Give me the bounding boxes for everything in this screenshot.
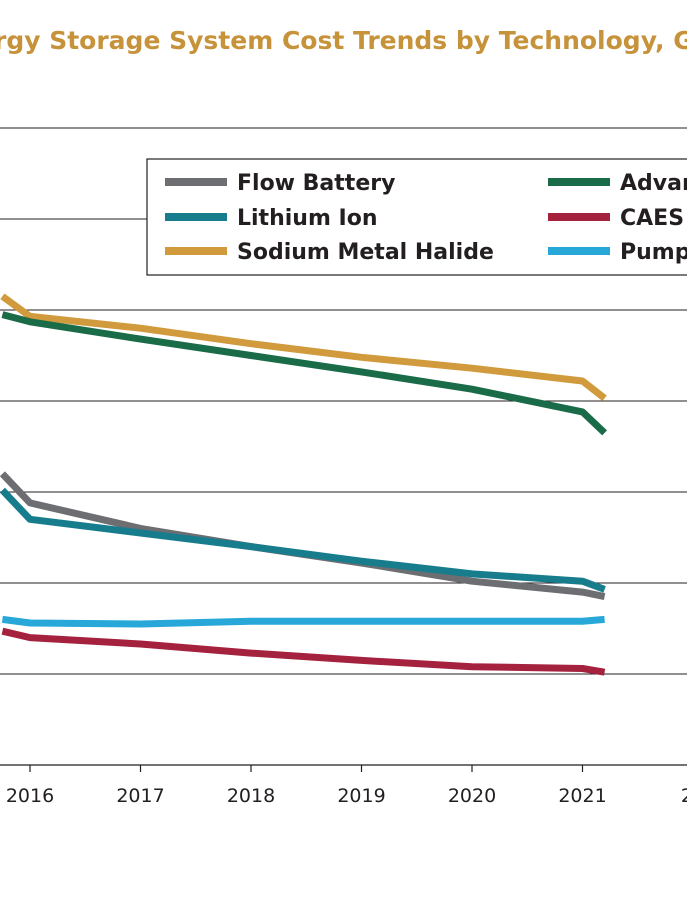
chart-title: rgy Storage System Cost Trends by Techno… bbox=[0, 26, 687, 55]
series-line-lithium-ion bbox=[0, 487, 606, 593]
x-tick-label: 20 bbox=[681, 785, 687, 807]
x-tick-label: 2021 bbox=[558, 785, 606, 807]
series-line-pump bbox=[1, 615, 605, 628]
legend-label: Advar bbox=[620, 171, 687, 196]
legend-label: Pump bbox=[620, 240, 687, 265]
legend-label: Sodium Metal Halide bbox=[237, 240, 494, 265]
legend-label: CAES bbox=[620, 206, 684, 231]
series-line-advar bbox=[1, 311, 608, 436]
series-line-sodium-metal-halide bbox=[0, 293, 607, 402]
x-tick-label: 2018 bbox=[227, 785, 275, 807]
series-line-caes bbox=[1, 627, 606, 676]
gridlines bbox=[0, 127, 687, 766]
legend-label: Lithium Ion bbox=[237, 206, 378, 231]
legend-label: Flow Battery bbox=[237, 171, 395, 196]
legend: Flow Battery Advar Lithium Ion CAES Sodium M… bbox=[146, 158, 687, 276]
x-axis-ticks: 2016 2017 2018 2019 2020 2021 20 bbox=[6, 765, 687, 807]
x-tick-label: 2016 bbox=[6, 785, 54, 807]
series-lines bbox=[0, 293, 608, 676]
x-tick-label: 2019 bbox=[337, 785, 385, 807]
x-tick-label: 2017 bbox=[116, 785, 164, 807]
x-tick-label: 2020 bbox=[448, 785, 496, 807]
